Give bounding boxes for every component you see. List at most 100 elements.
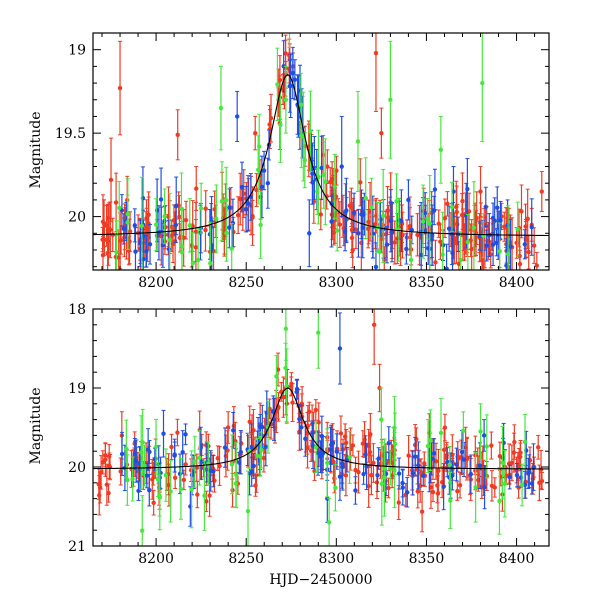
data-point-1-61 [363, 452, 368, 457]
data-point-0-243 [289, 384, 294, 389]
data-point-0-34 [404, 235, 410, 240]
data-point-0-187 [445, 201, 450, 207]
data-point-1-34 [484, 243, 489, 248]
data-point-2-57 [258, 222, 263, 228]
data-point-0-14 [358, 180, 363, 185]
data-point-2-36 [162, 214, 167, 219]
data-point-0-208 [207, 493, 212, 498]
data-point-2-15 [124, 446, 129, 452]
data-point-2-17 [380, 213, 386, 219]
data-point-2-8 [461, 428, 466, 433]
data-point-2-53 [382, 466, 388, 471]
data-point-0-184 [526, 249, 531, 255]
data-point-2-26 [255, 453, 260, 459]
data-point-0-192 [459, 212, 465, 218]
data-point-1-97 [231, 428, 236, 433]
data-point-0-126 [342, 434, 348, 439]
data-point-1-103 [441, 484, 446, 489]
data-point-2-60 [355, 139, 361, 144]
data-point-2-53 [497, 249, 502, 254]
data-point-0-237 [108, 227, 113, 232]
data-point-0-252 [478, 189, 483, 194]
data-point-2-1 [448, 498, 453, 503]
data-point-0-159 [436, 468, 441, 473]
data-point-2-25 [522, 439, 528, 445]
data-point-0-180 [353, 227, 359, 232]
data-point-2-33 [440, 252, 445, 257]
data-point-0-229 [469, 246, 474, 252]
data-point-0-107 [193, 245, 199, 250]
y-tick-label: 20 [68, 210, 86, 226]
data-point-1-95 [483, 204, 488, 210]
plot-frame [92, 32, 550, 271]
data-point-0-237 [433, 459, 439, 464]
data-point-0-161 [290, 400, 295, 405]
data-point-2-40 [428, 437, 433, 443]
data-point-1-90 [465, 186, 470, 192]
data-point-2-17 [392, 467, 397, 473]
series-0 [96, 309, 545, 533]
y-tick-label: 19 [68, 43, 86, 59]
data-point-1-88 [172, 453, 177, 458]
x-tick-label: 8350 [409, 551, 445, 567]
data-point-0-243 [253, 130, 258, 136]
data-point-2-42 [363, 195, 368, 201]
data-point-0-56 [338, 431, 344, 436]
data-point-1-37 [353, 488, 358, 493]
data-point-1-28 [522, 242, 528, 247]
data-point-2-61 [388, 97, 393, 102]
data-point-1-2 [529, 224, 534, 230]
data-point-0-222 [516, 454, 522, 460]
data-point-2-59 [321, 172, 326, 178]
data-point-0-117 [223, 453, 229, 459]
data-point-1-96 [136, 488, 141, 494]
top-panel: Magnitude 8200 8250 8300 8350 8400 19 19.5 20 [28, 32, 550, 291]
data-point-1-14 [329, 219, 334, 224]
data-point-1-0 [396, 471, 402, 476]
data-point-1-40 [290, 70, 296, 76]
data-point-0-131 [442, 216, 448, 221]
data-point-2-44 [515, 226, 520, 232]
x-tick-label: 8250 [228, 551, 264, 567]
data-point-2-27 [497, 498, 502, 504]
y-tick-label: 19 [68, 381, 86, 397]
data-point-0-250 [373, 50, 379, 56]
data-point-2-30 [500, 460, 505, 465]
data-point-1-32 [119, 451, 125, 457]
data-point-0-182 [105, 250, 110, 256]
data-point-2-14 [130, 476, 135, 482]
plot-area [93, 309, 549, 546]
data-point-1-70 [310, 171, 315, 176]
data-point-2-34 [519, 482, 525, 488]
data-point-2-16 [190, 260, 196, 266]
data-point-0-175 [525, 216, 530, 222]
data-point-1-73 [386, 441, 391, 446]
data-point-0-247 [535, 445, 541, 450]
data-point-1-9 [459, 449, 465, 455]
data-point-2-27 [219, 198, 225, 204]
data-point-0-26 [369, 473, 374, 478]
data-point-2-48 [157, 493, 162, 498]
data-point-2-56 [316, 330, 321, 335]
data-point-0-238 [337, 222, 343, 227]
data-point-2-46 [471, 225, 477, 230]
data-point-0-194 [103, 453, 108, 458]
data-point-1-112 [292, 77, 298, 82]
data-point-0-202 [456, 261, 462, 266]
data-point-0-20 [489, 443, 494, 448]
data-point-2-37 [259, 447, 264, 453]
data-point-1-58 [498, 218, 503, 223]
data-point-1-25 [444, 266, 449, 270]
data-point-0-24 [183, 217, 189, 223]
data-point-1-30 [432, 187, 438, 192]
y-tick-label: 21 [68, 539, 86, 555]
data-point-0-30 [204, 499, 209, 504]
data-point-2-52 [333, 485, 338, 491]
data-point-0-183 [435, 491, 441, 496]
data-point-1-52 [310, 430, 315, 436]
data-point-0-40 [194, 465, 200, 470]
data-point-0-183 [365, 226, 371, 231]
data-point-0-176 [416, 458, 422, 463]
data-point-1-114 [337, 346, 343, 351]
data-point-1-42 [490, 215, 496, 221]
